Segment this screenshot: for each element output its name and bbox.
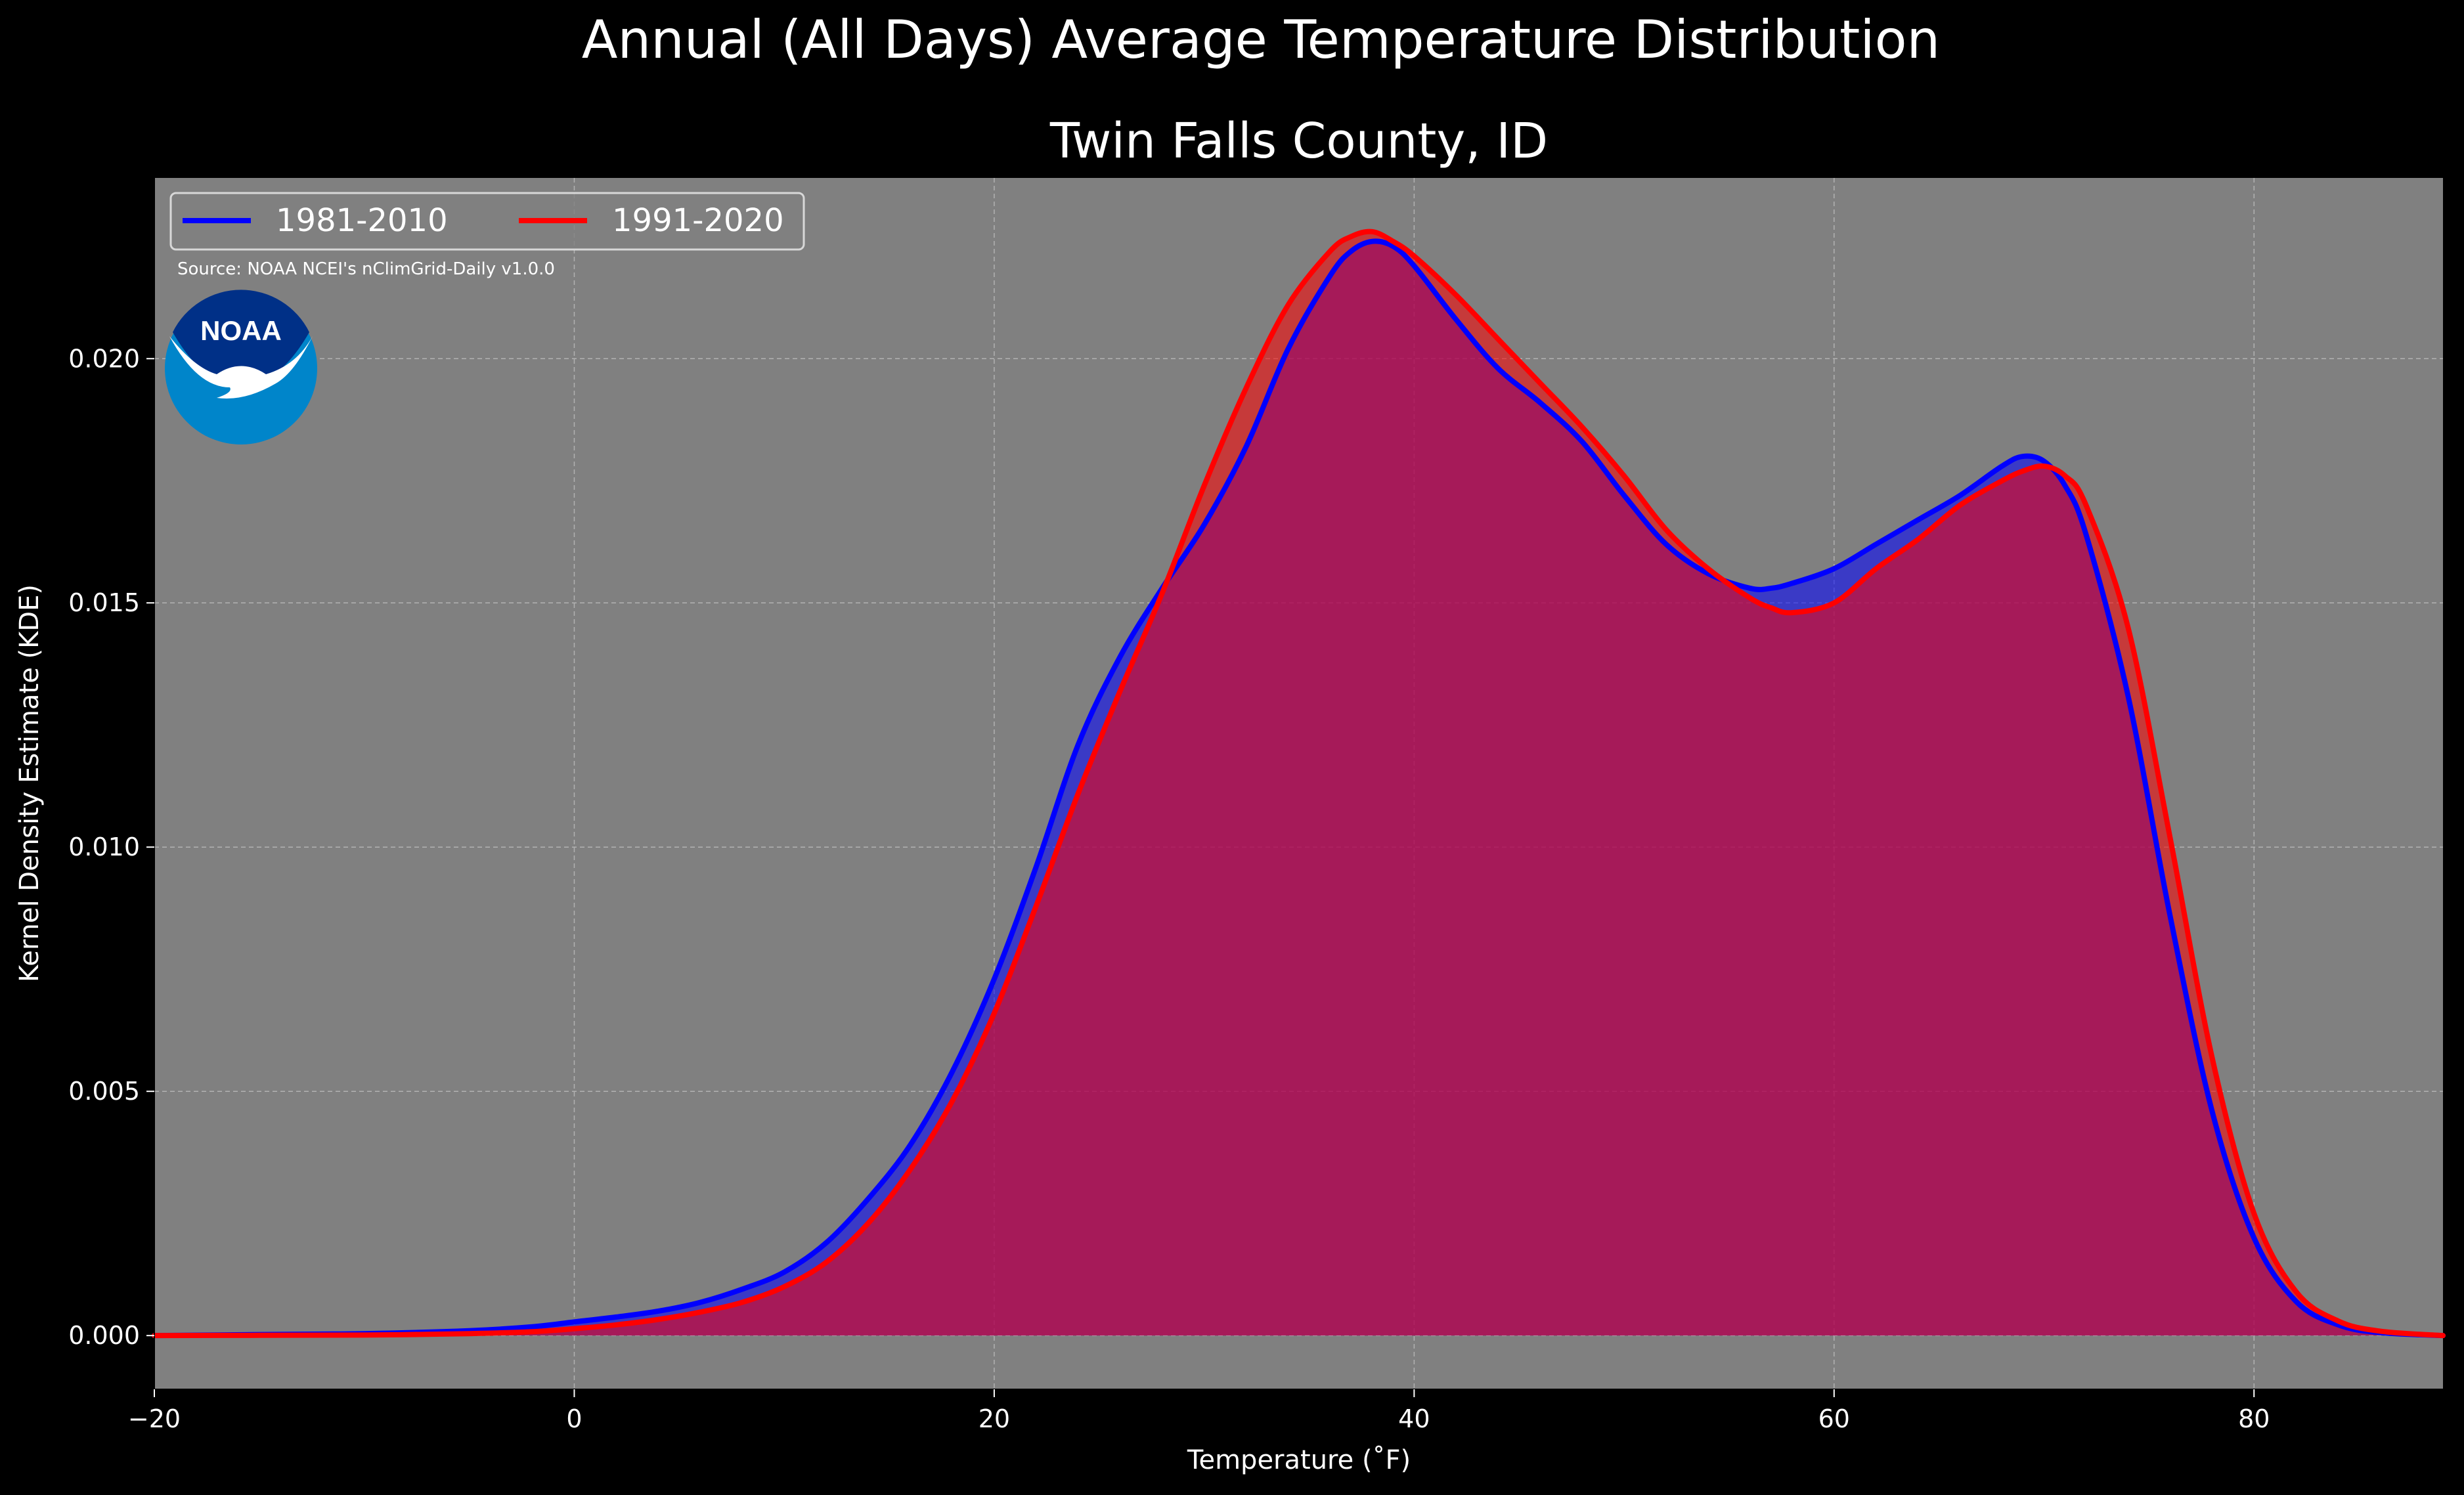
y-tick-label: 0.020 <box>68 344 140 373</box>
source-note: Source: NOAA NCEI's nClimGrid-Daily v1.0… <box>177 259 555 279</box>
suptitle: Annual (All Days) Average Temperature Di… <box>582 9 1940 70</box>
noaa-logo-inner-dome <box>173 290 309 379</box>
series-line-1981-2010 <box>152 238 2446 1339</box>
x-tick-label: 40 <box>1398 1404 1430 1433</box>
density-lines <box>152 228 2446 1339</box>
density-fills <box>154 231 2443 1336</box>
series-line-1991-2020 <box>152 228 2446 1339</box>
x-tick-label: 0 <box>566 1404 582 1433</box>
x-tick-label: 80 <box>2238 1404 2270 1433</box>
legend-label-1991-2020: 1991-2020 <box>612 202 784 239</box>
y-tick-label: 0.010 <box>68 833 140 861</box>
area-fill-1991-2020 <box>154 231 2443 1336</box>
x-ticks: −20 0 20 40 60 80 <box>128 1389 2270 1433</box>
x-tick-label: −20 <box>128 1404 181 1433</box>
legend-box <box>169 192 805 251</box>
y-tick-label: 0.005 <box>68 1077 140 1106</box>
y-tick-label: 0.015 <box>68 588 140 617</box>
noaa-logo-bird-icon <box>169 336 313 399</box>
noaa-logo-text: NOAA <box>200 315 282 346</box>
x-tick-label: 20 <box>979 1404 1010 1433</box>
legend-label-1981-2010: 1981-2010 <box>276 202 448 239</box>
y-tick-label: 0.000 <box>68 1321 140 1350</box>
x-tick-label: 60 <box>1818 1404 1850 1433</box>
noaa-logo: NOAA <box>165 290 317 444</box>
legend: 1981-2010 1991-2020 <box>169 192 805 251</box>
y-ticks: 0.000 0.005 0.010 0.015 0.020 <box>68 344 154 1350</box>
chart-title: Twin Falls County, ID <box>1049 113 1548 169</box>
y-axis-label: Kernel Density Estimate (KDE) <box>14 584 45 982</box>
x-axis-label: Temperature (˚F) <box>1187 1445 1411 1475</box>
